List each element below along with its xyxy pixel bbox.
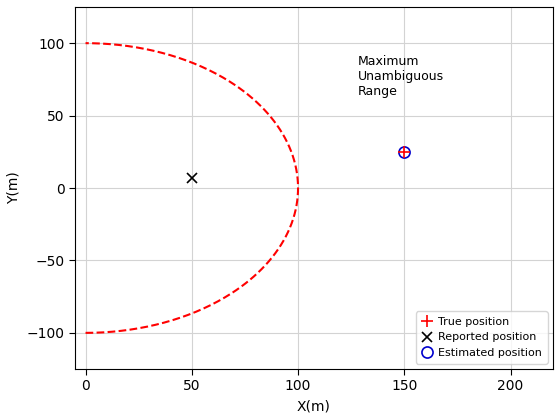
Legend: True position, Reported position, Estimated position: True position, Reported position, Estima…: [416, 311, 548, 364]
Text: Maximum
Unambiguous
Range: Maximum Unambiguous Range: [357, 55, 444, 98]
X-axis label: X(m): X(m): [297, 399, 331, 413]
Y-axis label: Y(m): Y(m): [7, 172, 21, 205]
